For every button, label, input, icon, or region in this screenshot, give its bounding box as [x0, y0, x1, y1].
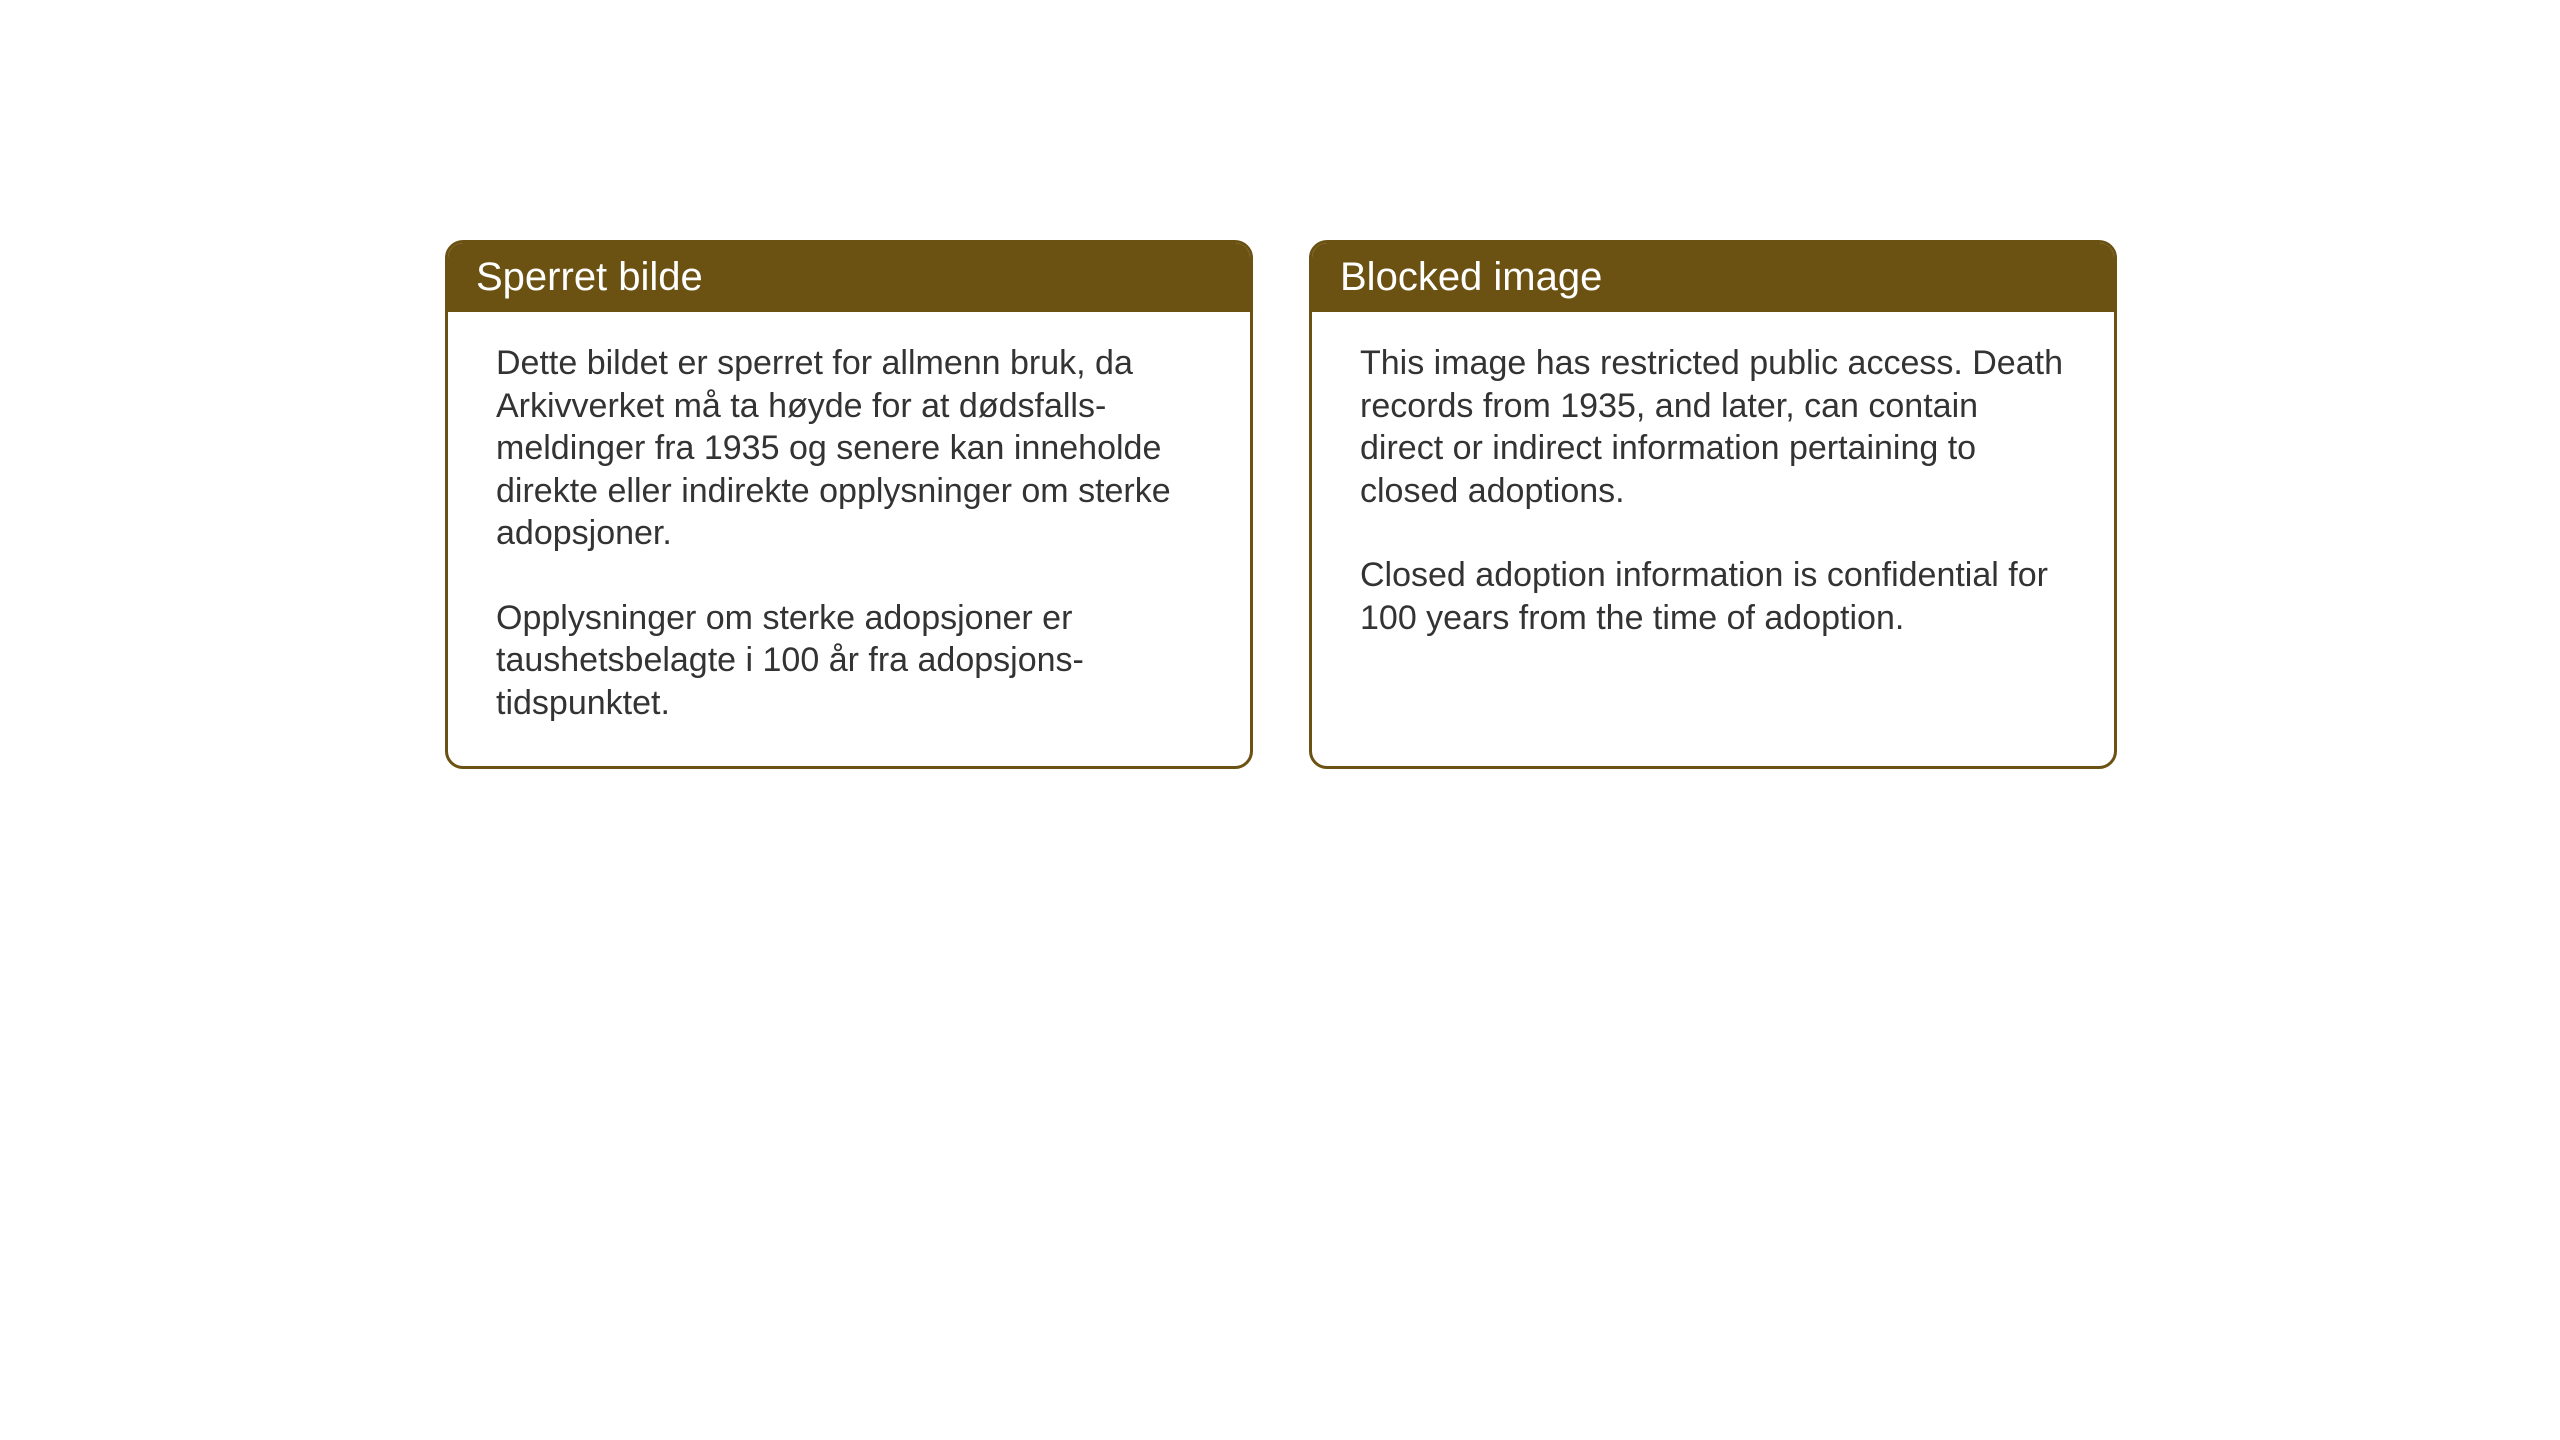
notice-title-english: Blocked image: [1340, 255, 1602, 299]
notice-header-english: Blocked image: [1312, 243, 2114, 312]
notice-paragraph-1-norwegian: Dette bildet er sperret for allmenn bruk…: [496, 342, 1202, 555]
notice-header-norwegian: Sperret bilde: [448, 243, 1250, 312]
notice-body-norwegian: Dette bildet er sperret for allmenn bruk…: [448, 312, 1250, 766]
notice-box-norwegian: Sperret bilde Dette bildet er sperret fo…: [445, 240, 1253, 769]
notice-container: Sperret bilde Dette bildet er sperret fo…: [445, 240, 2117, 769]
notice-paragraph-2-english: Closed adoption information is confident…: [1360, 554, 2066, 639]
notice-title-norwegian: Sperret bilde: [476, 255, 703, 299]
notice-box-english: Blocked image This image has restricted …: [1309, 240, 2117, 769]
notice-body-english: This image has restricted public access.…: [1312, 312, 2114, 681]
notice-paragraph-1-english: This image has restricted public access.…: [1360, 342, 2066, 512]
notice-paragraph-2-norwegian: Opplysninger om sterke adopsjoner er tau…: [496, 597, 1202, 725]
